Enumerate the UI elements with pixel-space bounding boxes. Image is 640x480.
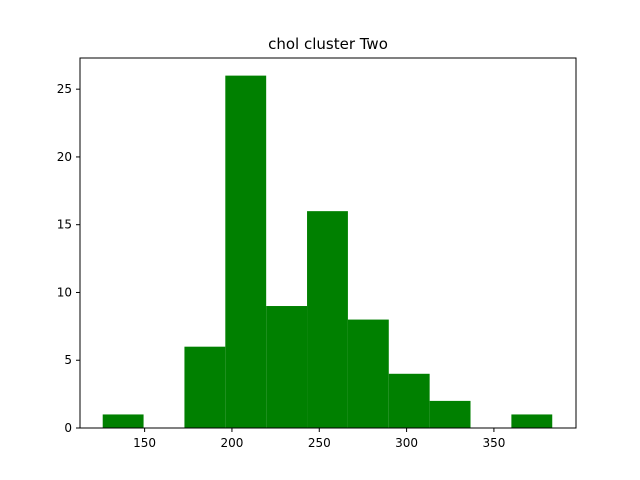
x-tick-label: 200 xyxy=(220,436,243,450)
histogram-bar-6 xyxy=(347,319,389,428)
x-tick-label: 250 xyxy=(308,436,331,450)
x-tick-label: 300 xyxy=(395,436,418,450)
x-axis: 150 200 250 300 350 xyxy=(133,428,505,450)
histogram-bar-10 xyxy=(511,414,553,428)
histogram-bar-7 xyxy=(388,373,430,428)
histogram-bar-3 xyxy=(225,75,267,428)
plot-frame xyxy=(79,57,577,429)
y-tick-label: 10 xyxy=(57,285,72,299)
histogram-bar-4 xyxy=(266,306,308,428)
bars-group xyxy=(102,75,553,428)
y-tick-label: 20 xyxy=(57,150,72,164)
x-tick-label: 150 xyxy=(133,436,156,450)
y-tick-label: 5 xyxy=(64,353,72,367)
chart-title: chol cluster Two xyxy=(268,35,388,53)
y-tick-label: 15 xyxy=(57,218,72,232)
y-tick-label: 0 xyxy=(64,421,72,435)
y-axis: 0 5 10 15 20 25 xyxy=(57,82,80,435)
histogram-bar-0 xyxy=(102,414,144,428)
histogram-bar-5 xyxy=(307,211,348,428)
histogram-bar-2 xyxy=(184,346,226,428)
x-tick-label: 350 xyxy=(482,436,505,450)
histogram-bar-8 xyxy=(429,400,471,428)
y-tick-label: 25 xyxy=(57,82,72,96)
